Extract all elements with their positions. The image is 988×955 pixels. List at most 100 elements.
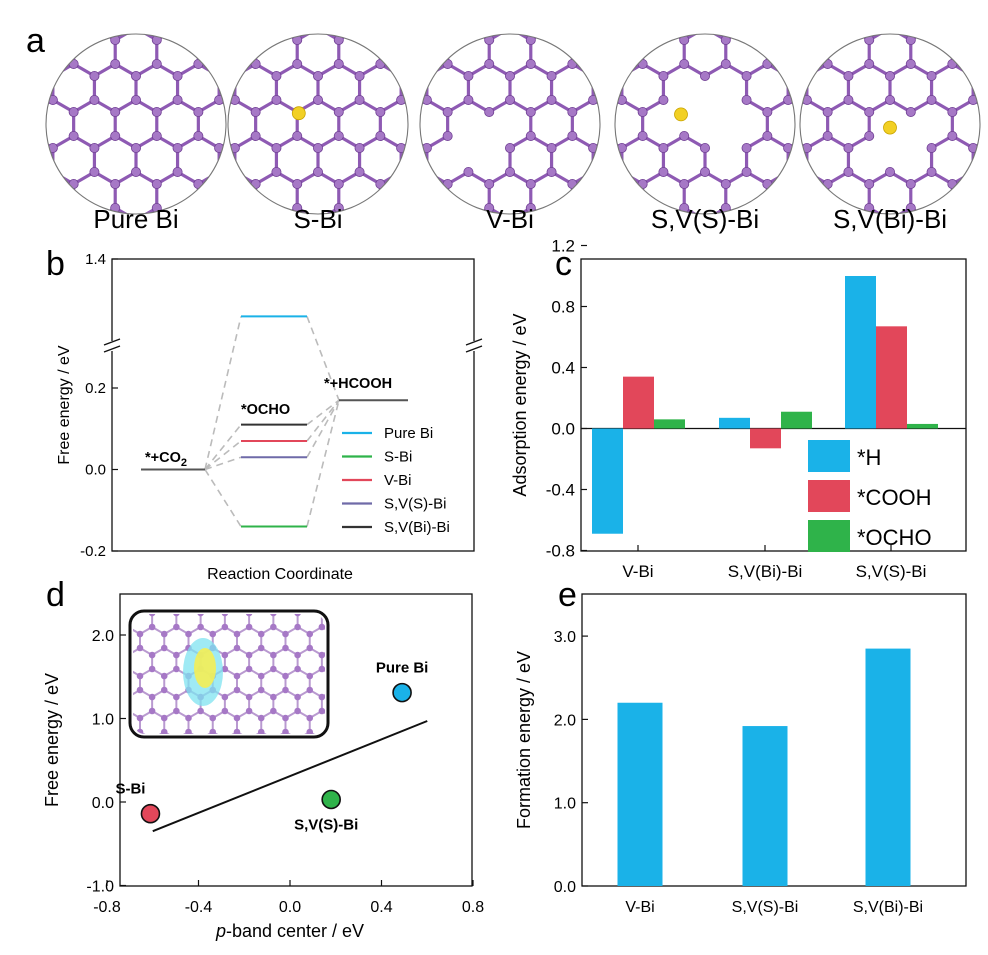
y-tick-label: 0.4 <box>551 359 575 378</box>
bi-bond <box>934 244 955 256</box>
bi-bond <box>975 28 988 40</box>
bi-bond <box>346 690 358 697</box>
bi-bond <box>505 244 526 256</box>
bi-atom <box>720 178 731 189</box>
bi-bond <box>422 280 443 292</box>
bi-atom <box>343 694 350 701</box>
bi-atom <box>375 130 386 141</box>
bi-bond <box>302 280 323 292</box>
bi-bond <box>385 244 406 256</box>
bi-bond <box>240 0 261 4</box>
bi-bond <box>400 170 408 186</box>
bi-bond <box>788 0 809 4</box>
structure-boundary <box>799 33 981 215</box>
bi-bond <box>298 753 310 760</box>
data-point <box>392 682 412 703</box>
bi-atom <box>331 673 338 680</box>
bi-bond <box>443 244 464 256</box>
bi-atom <box>312 95 323 106</box>
bi-atom <box>148 707 156 715</box>
bi-bond <box>420 34 428 42</box>
bi-atom <box>333 59 344 70</box>
bi-atom <box>282 603 289 610</box>
bi-atom <box>233 686 241 694</box>
bi-bond <box>739 28 760 40</box>
bi-atom <box>130 95 141 106</box>
y-tick-label: 1.2 <box>551 237 575 256</box>
bi-atom <box>209 714 217 722</box>
bi-bond <box>661 316 682 328</box>
charge-density-yellow <box>194 648 216 688</box>
bi-atom <box>125 582 132 589</box>
bi-atom <box>148 614 156 617</box>
bi-bond <box>446 34 470 42</box>
bi-bond <box>972 34 980 42</box>
bi-atom <box>762 59 773 70</box>
bi-bond <box>892 136 913 148</box>
bi-bond <box>104 732 116 739</box>
y-tick-label: 0.2 <box>85 380 106 397</box>
bi-bond <box>318 280 339 292</box>
bi-bond <box>261 280 282 292</box>
connector-line <box>306 316 340 401</box>
bi-bond <box>273 753 285 760</box>
bi-bond <box>116 585 128 592</box>
bi-bond <box>560 208 581 220</box>
bi-bond <box>420 62 428 78</box>
bi-bond <box>588 244 609 256</box>
bi-bond <box>422 244 443 256</box>
y-tick-label: 0.0 <box>92 795 114 812</box>
bi-atom <box>354 166 365 177</box>
bi-atom <box>905 107 916 118</box>
bi-atom <box>130 166 141 177</box>
bi-atom <box>658 95 669 106</box>
bi-atom <box>161 757 168 764</box>
bi-bond <box>663 244 684 256</box>
bi-atom <box>151 107 162 118</box>
panel-a-letter: a <box>26 22 45 60</box>
bi-bond <box>807 316 828 328</box>
step-label-ocho: *OCHO <box>241 402 290 418</box>
bi-bond <box>643 280 664 292</box>
bi-atom <box>679 59 690 70</box>
lattice-structure <box>240 0 760 292</box>
bi-bond <box>302 0 323 4</box>
bi-atom <box>160 686 168 694</box>
bi-atom <box>864 178 875 189</box>
bi-bond <box>89 316 110 328</box>
bi-bond <box>975 64 988 76</box>
bi-atom <box>149 582 156 589</box>
bi-bond <box>74 316 95 328</box>
bi-atom <box>679 178 690 189</box>
bi-bond <box>173 244 194 256</box>
bi-bond <box>621 34 644 42</box>
bi-bond <box>497 280 518 292</box>
bi-bond <box>323 244 344 256</box>
bi-bond <box>476 244 497 256</box>
bi-bond <box>89 280 110 292</box>
bi-atom <box>484 59 495 70</box>
bi-bond <box>973 280 988 292</box>
bi-atom <box>525 130 536 141</box>
bi-atom <box>355 673 362 680</box>
bi-atom <box>221 665 229 673</box>
bar-ocho <box>907 423 938 429</box>
legend-label: *COOH <box>857 485 932 510</box>
bi-bond <box>261 753 273 760</box>
bi-atom <box>125 736 132 743</box>
inset-charge-density-structure <box>104 582 362 764</box>
bi-atom <box>947 59 958 70</box>
bi-atom <box>463 166 474 177</box>
panel-b-frame <box>111 258 475 552</box>
bi-bond <box>580 316 601 328</box>
panel-b-y-axis-label: Free energy / eV <box>56 345 73 465</box>
bi-bond <box>489 280 510 292</box>
bi-bond <box>682 316 703 328</box>
x-tick-label: S,V(S)-Bi <box>856 562 927 581</box>
bi-bond <box>620 28 641 40</box>
x-tick-label: 0.0 <box>279 899 301 916</box>
bi-bond <box>954 316 975 328</box>
bi-bond <box>53 316 74 328</box>
bi-atom <box>546 71 557 82</box>
bi-bond <box>443 316 464 328</box>
